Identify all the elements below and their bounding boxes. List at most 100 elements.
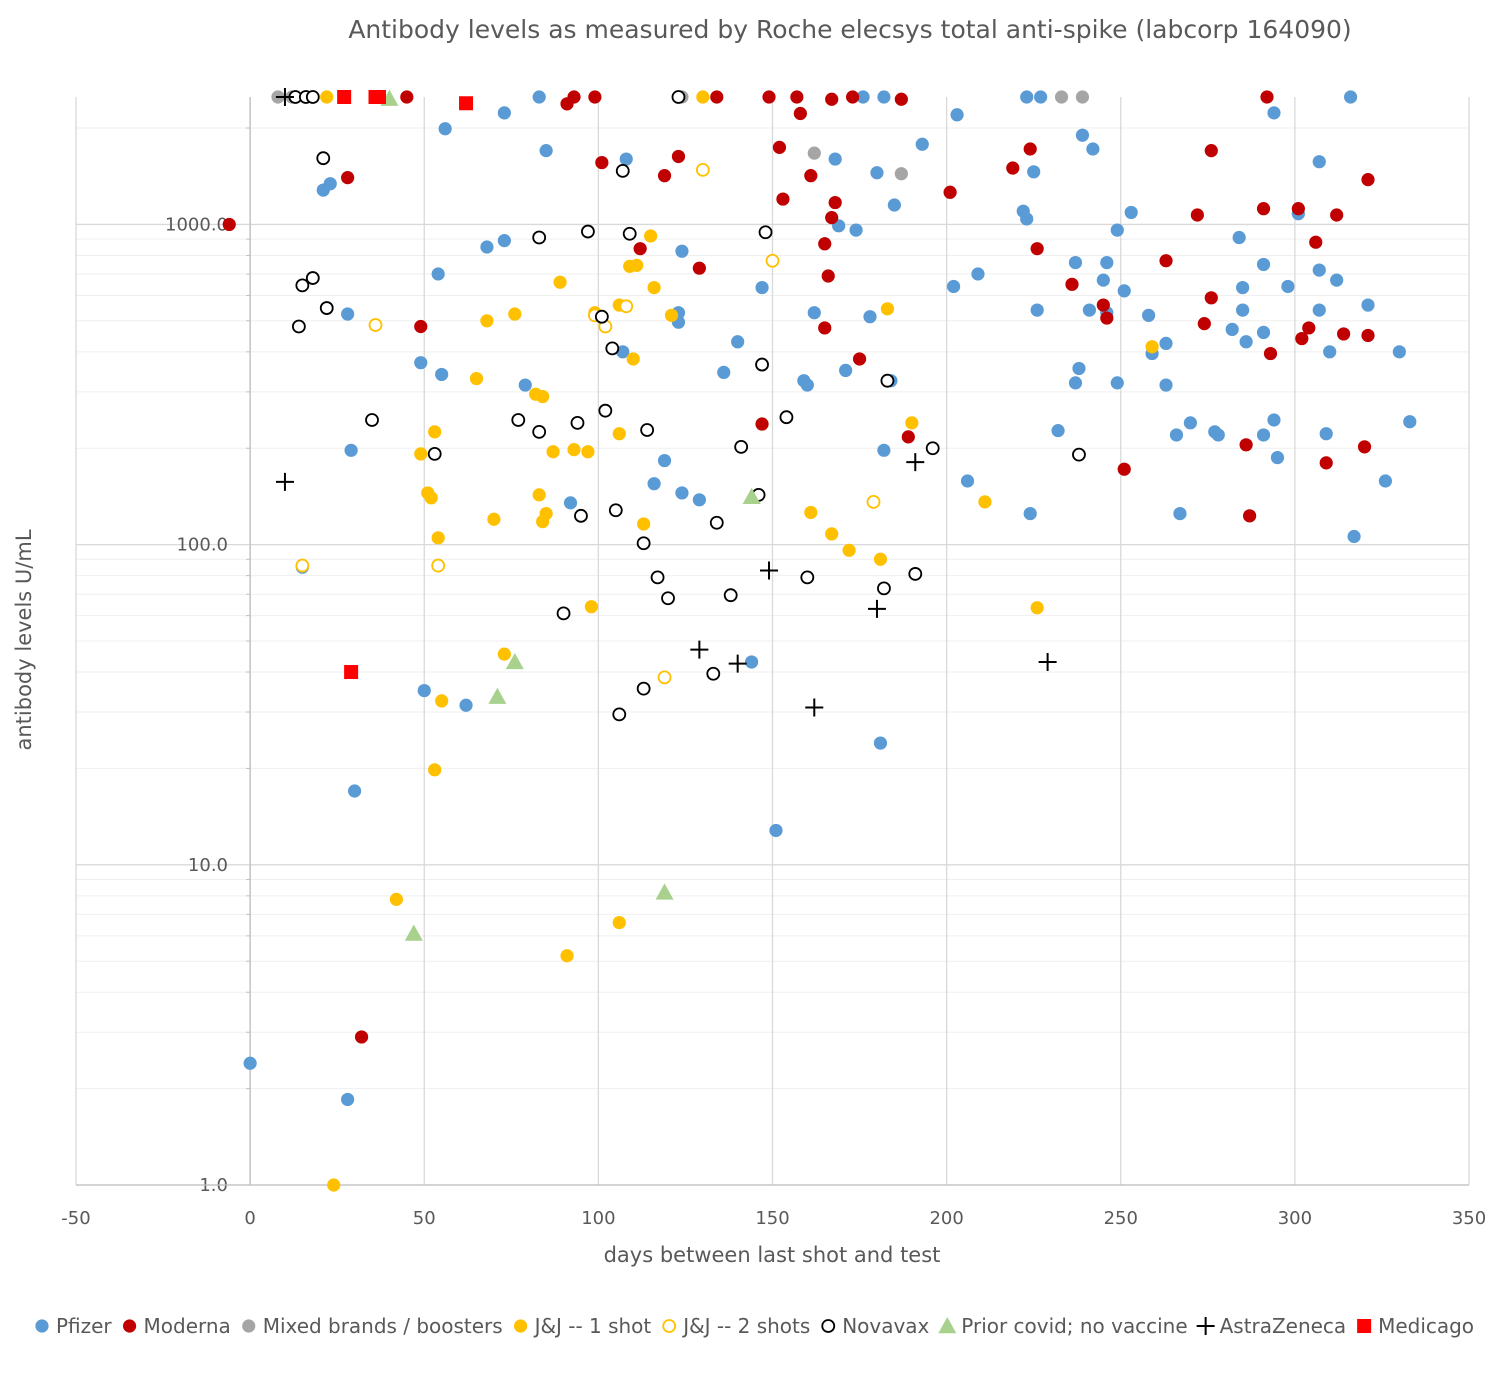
legend-label: Pfizer	[56, 1314, 112, 1338]
data-point	[1225, 322, 1239, 337]
data-point	[877, 90, 891, 104]
data-point	[1197, 317, 1211, 331]
data-point	[1086, 142, 1100, 156]
data-point	[870, 166, 884, 180]
data-point	[1319, 456, 1333, 470]
data-point	[946, 279, 961, 294]
data-point	[655, 883, 674, 900]
data-point	[368, 318, 383, 332]
data-point	[431, 531, 445, 545]
data-point	[400, 90, 414, 104]
data-point	[1020, 90, 1034, 104]
data-point	[344, 665, 359, 680]
data-point	[825, 211, 839, 225]
data-point	[1075, 128, 1090, 142]
legend-item: AstraZeneca	[1196, 1314, 1346, 1338]
data-point	[818, 237, 832, 251]
data-point	[295, 558, 310, 573]
legend-marker	[662, 1319, 677, 1333]
data-point	[950, 108, 964, 122]
data-point	[1034, 90, 1048, 104]
legend-label: Mixed brands / boosters	[263, 1314, 503, 1338]
data-point	[1378, 474, 1393, 488]
data-point	[305, 271, 320, 285]
data-point	[428, 763, 442, 777]
series-1	[222, 90, 1375, 1044]
data-point	[341, 307, 355, 321]
data-point	[431, 558, 446, 573]
data-point	[867, 599, 886, 618]
data-point	[497, 647, 511, 661]
legend-label: Medicago	[1378, 1314, 1474, 1338]
x-tick-label: -50	[61, 1208, 90, 1229]
data-point	[598, 403, 613, 418]
data-point	[866, 494, 881, 509]
data-point	[1145, 340, 1159, 354]
data-point	[880, 302, 895, 316]
data-point	[1110, 376, 1124, 390]
data-point	[901, 430, 915, 444]
legend-item: Pfizer	[35, 1314, 112, 1338]
data-point	[765, 253, 780, 268]
chart-title: Antibody levels as measured by Roche ele…	[348, 15, 1351, 44]
data-point	[291, 319, 306, 334]
data-point	[695, 163, 710, 177]
data-point	[320, 90, 334, 104]
data-point	[1270, 450, 1285, 465]
data-point	[1169, 428, 1184, 442]
data-point	[1027, 165, 1041, 179]
data-point	[1023, 142, 1037, 156]
data-point	[1006, 161, 1020, 175]
data-point	[615, 163, 630, 178]
data-point	[511, 413, 526, 427]
data-point	[619, 152, 633, 166]
data-point	[717, 365, 731, 380]
data-point	[842, 543, 856, 557]
data-point	[1117, 284, 1131, 298]
data-point	[1236, 280, 1250, 295]
x-tick-label: 50	[413, 1208, 436, 1229]
data-point	[1256, 257, 1271, 272]
data-point	[612, 427, 626, 441]
data-point	[532, 90, 546, 104]
data-point	[319, 301, 334, 315]
data-point	[728, 654, 747, 673]
data-point	[915, 137, 929, 151]
data-point	[469, 371, 484, 386]
x-axis-title: days between last shot and test	[604, 1243, 941, 1267]
legend-item: Prior covid; no vaccine	[938, 1314, 1188, 1338]
data-point	[1260, 90, 1274, 104]
data-point	[661, 591, 675, 606]
data-point	[1309, 235, 1323, 249]
series-4	[295, 163, 881, 685]
data-point	[863, 310, 877, 324]
data-point	[1361, 298, 1375, 312]
data-point	[807, 306, 821, 320]
data-point	[626, 352, 640, 366]
data-point	[894, 167, 908, 181]
data-point	[327, 1178, 341, 1192]
data-point	[804, 505, 818, 520]
data-point	[723, 588, 738, 603]
data-point	[341, 171, 355, 185]
legend-marker	[35, 1319, 49, 1333]
data-point	[657, 453, 672, 468]
data-point	[647, 280, 661, 295]
data-point	[1204, 144, 1218, 158]
data-point	[563, 496, 578, 510]
data-point	[650, 570, 665, 585]
data-point	[539, 144, 553, 158]
legend-label: Moderna	[144, 1314, 231, 1338]
data-point	[839, 363, 853, 378]
data-point	[567, 443, 581, 457]
legend-item: Moderna	[122, 1314, 231, 1338]
data-point	[692, 493, 706, 507]
data-point	[633, 242, 647, 256]
data-point	[894, 92, 908, 106]
series-3	[320, 90, 1159, 1192]
data-point	[1159, 336, 1173, 351]
data-point	[305, 90, 320, 104]
data-point	[497, 106, 511, 120]
legend-item: Mixed brands / boosters	[242, 1314, 503, 1338]
